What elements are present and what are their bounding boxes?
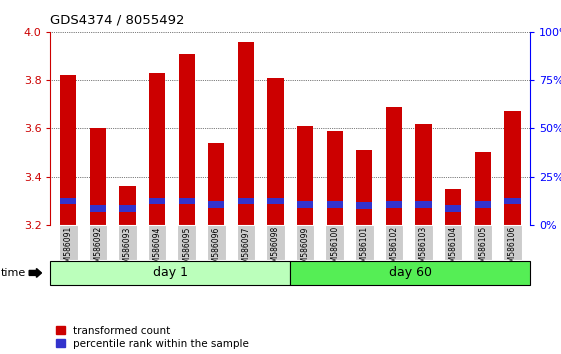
Text: GSM586091: GSM586091 bbox=[64, 226, 73, 273]
Text: day 60: day 60 bbox=[389, 267, 432, 279]
Bar bbox=[119, 186, 136, 225]
Bar bbox=[238, 41, 254, 225]
Bar bbox=[475, 201, 491, 208]
Bar bbox=[266, 225, 285, 260]
Bar bbox=[327, 201, 343, 208]
Bar bbox=[356, 202, 373, 209]
Text: GDS4374 / 8055492: GDS4374 / 8055492 bbox=[50, 13, 185, 27]
Bar bbox=[445, 189, 461, 225]
Bar bbox=[177, 225, 196, 260]
Bar bbox=[503, 225, 522, 260]
Bar bbox=[207, 225, 226, 260]
Bar bbox=[208, 143, 224, 225]
Bar bbox=[385, 225, 403, 260]
Bar bbox=[297, 126, 313, 225]
Bar bbox=[268, 198, 284, 204]
Bar bbox=[178, 198, 195, 204]
Bar bbox=[118, 225, 137, 260]
Text: GSM586096: GSM586096 bbox=[212, 226, 221, 273]
Bar bbox=[355, 225, 374, 260]
Bar bbox=[356, 150, 373, 225]
Bar bbox=[50, 261, 291, 285]
Text: GSM586103: GSM586103 bbox=[419, 226, 428, 273]
Bar bbox=[386, 201, 402, 208]
Bar bbox=[237, 225, 255, 260]
Bar bbox=[444, 225, 462, 260]
Text: GSM586100: GSM586100 bbox=[330, 226, 339, 273]
Text: GSM586094: GSM586094 bbox=[153, 226, 162, 273]
Bar bbox=[148, 225, 167, 260]
Text: GSM586102: GSM586102 bbox=[389, 226, 398, 272]
Text: GSM586095: GSM586095 bbox=[182, 226, 191, 273]
Bar bbox=[291, 261, 530, 285]
Bar bbox=[473, 225, 492, 260]
Bar bbox=[89, 225, 107, 260]
Bar bbox=[386, 107, 402, 225]
Bar bbox=[119, 205, 136, 212]
Bar bbox=[325, 225, 344, 260]
Text: time: time bbox=[1, 268, 26, 278]
Bar bbox=[327, 131, 343, 225]
Bar bbox=[414, 225, 433, 260]
Bar bbox=[415, 124, 432, 225]
Bar bbox=[238, 198, 254, 204]
Text: GSM586098: GSM586098 bbox=[271, 226, 280, 273]
Bar bbox=[504, 198, 521, 204]
Text: GSM586093: GSM586093 bbox=[123, 226, 132, 273]
Text: GSM586097: GSM586097 bbox=[241, 226, 250, 273]
Bar bbox=[445, 205, 461, 212]
Bar bbox=[296, 225, 315, 260]
Text: day 1: day 1 bbox=[153, 267, 188, 279]
Text: GSM586105: GSM586105 bbox=[479, 226, 488, 273]
Bar bbox=[475, 153, 491, 225]
Bar bbox=[268, 78, 284, 225]
Bar bbox=[297, 201, 313, 208]
Bar bbox=[60, 198, 76, 204]
Text: GSM586099: GSM586099 bbox=[301, 226, 310, 273]
Bar bbox=[90, 128, 106, 225]
Bar bbox=[208, 201, 224, 208]
Text: GSM586092: GSM586092 bbox=[93, 226, 102, 273]
Legend: transformed count, percentile rank within the sample: transformed count, percentile rank withi… bbox=[56, 326, 249, 349]
Text: GSM586106: GSM586106 bbox=[508, 226, 517, 273]
Bar bbox=[149, 73, 165, 225]
Bar bbox=[415, 201, 432, 208]
Bar bbox=[60, 75, 76, 225]
Bar bbox=[149, 198, 165, 204]
Bar bbox=[59, 225, 77, 260]
Bar bbox=[178, 53, 195, 225]
Bar bbox=[504, 112, 521, 225]
Bar bbox=[90, 205, 106, 212]
Text: GSM586104: GSM586104 bbox=[449, 226, 458, 273]
Text: GSM586101: GSM586101 bbox=[360, 226, 369, 272]
